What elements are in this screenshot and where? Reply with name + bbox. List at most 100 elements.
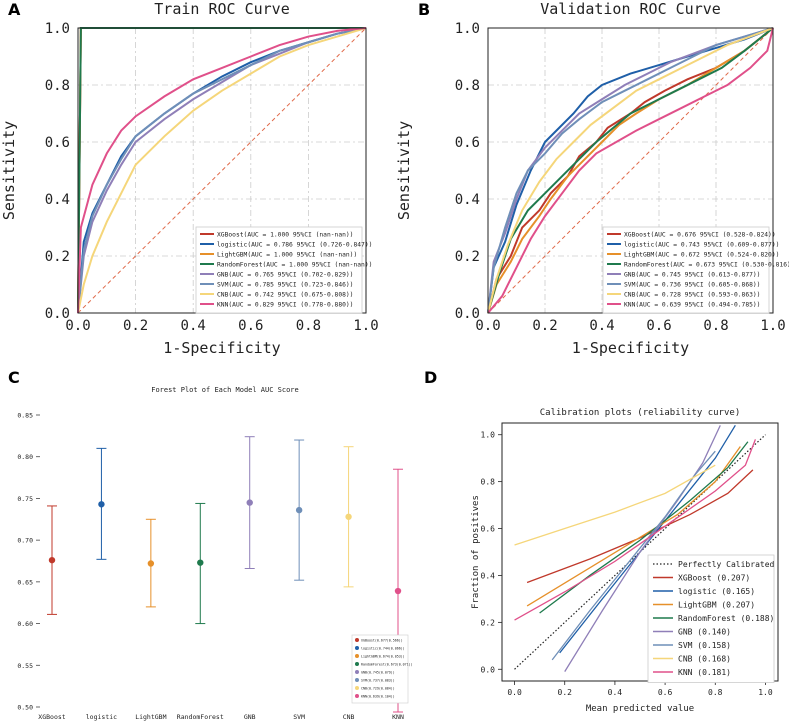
- legend-swatch: [355, 670, 359, 674]
- legend-label: RandomForest(AUC = 0.673 95%CI (0.530-0.…: [624, 262, 789, 269]
- x-tick-label: 0.2: [558, 688, 573, 697]
- auc-point-gnb: [246, 499, 253, 506]
- x-tick-label: 0.8: [703, 318, 728, 334]
- x-tick-label: 0.2: [123, 318, 148, 334]
- legend-label: KNN(0.639(0.104)): [361, 695, 395, 699]
- calibration-chart: Calibration plots (reliability curve) 0.0…: [471, 408, 779, 714]
- x-tick-label: 1.0: [353, 318, 378, 334]
- chart-title: Calibration plots (reliability curve): [540, 408, 740, 418]
- y-tick-label: 0.0: [455, 306, 480, 322]
- legend-label: SVM (0.158): [678, 641, 731, 650]
- y-tick-label: 0.80: [17, 453, 33, 461]
- x-tick-label: 0.4: [608, 688, 623, 697]
- legend-label: LightGBM(AUC = 1.000 95%CI (nan-nan)): [217, 252, 357, 259]
- x-tick-label: LightGBM: [135, 713, 166, 721]
- legend-label: LightGBM(AUC = 0.672 95%CI (0.524-0.820)…: [624, 252, 779, 259]
- y-tick-label: 0.8: [45, 78, 70, 94]
- y-axis-label: Sensitivity: [395, 121, 413, 220]
- y-axis-label: Fraction of positives: [471, 495, 481, 609]
- x-axis-label: Mean predicted value: [586, 704, 694, 714]
- y-tick-label: 1.0: [481, 431, 496, 440]
- x-tick-label: 0.8: [296, 318, 321, 334]
- x-tick-label: 1.0: [760, 318, 785, 334]
- x-tick-label: 0.4: [181, 318, 206, 334]
- auc-point-svm: [295, 506, 303, 514]
- legend-label: logistic(AUC = 0.786 95%CI (0.726-0.847)…: [217, 242, 372, 249]
- x-tick-label: 0.4: [589, 318, 614, 334]
- x-tick-label: KNN: [392, 713, 404, 721]
- x-tick-label: 0.6: [238, 318, 263, 334]
- roc-line-knn: [487, 27, 774, 314]
- legend-label: KNN(AUC = 0.639 95%CI (0.494-0.785)): [624, 302, 760, 309]
- legend-label: KNN (0.181): [678, 668, 731, 677]
- legend-label: CNB (0.168): [678, 655, 731, 664]
- y-tick-label: 0.0: [481, 665, 496, 674]
- y-tick-label: 0.4: [455, 192, 480, 208]
- train-roc-chart: Train ROC Curve 0.00.0 0.2 0.2 0.4 0.4 0.6 0.6 0…: [0, 0, 379, 357]
- calibration-line-logistic: [559, 425, 736, 654]
- x-tick-label: CNB: [343, 713, 355, 721]
- x-tick-label: SVM: [293, 713, 305, 721]
- y-tick-label: 0.6: [45, 135, 70, 151]
- y-tick-label: 0.85: [17, 412, 33, 420]
- roc-line-cnb: [77, 27, 367, 314]
- legend-label: logistic (0.165): [678, 587, 755, 596]
- chart-title: Train ROC Curve: [154, 0, 289, 18]
- legend-label: LightGBM(0.674(0.053)): [361, 655, 405, 659]
- legend-label: XGBoost(0.677(0.566)): [361, 639, 403, 643]
- legend-label: SVM(AUC = 0.785 95%CI (0.723-0.846)): [217, 282, 353, 289]
- legend-label: Perfectly Calibrated: [678, 560, 775, 569]
- legend-label: GNB(0.745(0.079)): [361, 671, 395, 675]
- legend-label: CNB(AUC = 0.728 95%CI (0.593-0.863)): [624, 292, 760, 299]
- y-tick-label: 0.6: [481, 525, 496, 534]
- y-tick-label: 0.2: [481, 618, 496, 627]
- y-tick-label: 0.8: [481, 478, 496, 487]
- legend-box: [351, 634, 409, 704]
- y-tick-label: 0.4: [481, 571, 496, 580]
- x-tick-label: 0.0: [507, 688, 522, 697]
- legend-swatch: [355, 654, 359, 658]
- x-tick-label: 1.0: [758, 688, 773, 697]
- roc-line-svm: [77, 27, 367, 314]
- y-tick-label: 0.4: [45, 192, 70, 208]
- x-tick-label: 0.0: [65, 318, 90, 334]
- chance-diagonal: [77, 27, 367, 314]
- panel-letter-c: C: [8, 368, 20, 387]
- roc-line-svm: [487, 27, 774, 314]
- legend-swatch: [355, 686, 359, 690]
- x-tick-label: logistic: [86, 713, 117, 721]
- legend-label: SVM(AUC = 0.736 95%CI (0.605-0.868)): [624, 282, 760, 289]
- legend-label: CNB(0.729(0.084)): [361, 687, 395, 691]
- calibration-lines: [514, 425, 766, 672]
- legend-box: [195, 226, 363, 314]
- y-tick-label: 0.8: [455, 78, 480, 94]
- x-tick-label: 0.6: [646, 318, 671, 334]
- chart-title: Forest Plot of Each Model AUC Score: [151, 386, 299, 394]
- legend-swatch: [355, 694, 359, 698]
- legend-label: XGBoost(AUC = 1.000 95%CI (nan-nan)): [217, 232, 353, 239]
- legend-label: SVM(0.737(0.083)): [361, 679, 395, 683]
- panel-letter-d: D: [424, 368, 438, 387]
- y-tick-label: 1.0: [455, 21, 480, 37]
- legend-label: RandomForest (0.188): [678, 614, 774, 623]
- calibration-line-svm: [551, 450, 716, 661]
- y-tick-label: 0.75: [17, 495, 33, 503]
- y-tick-label: 0.65: [17, 578, 33, 586]
- calibration-line-gnb: [564, 425, 721, 672]
- plot-frame: [501, 422, 779, 682]
- legend-label: LightGBM (0.207): [678, 601, 755, 610]
- roc-line-cnb: [487, 27, 774, 314]
- legend-box: [602, 226, 770, 314]
- forest-plot-chart: Forest Plot of Each Model AUC Score 0.50 0…: [17, 386, 412, 721]
- chart-title: Validation ROC Curve: [540, 0, 721, 18]
- auc-point-xgboost: [48, 556, 56, 564]
- legend-swatch: [355, 638, 359, 642]
- x-tick-label: XGBoost: [38, 713, 65, 721]
- y-tick-label: 0.60: [17, 620, 33, 628]
- x-tick-label: GNB: [244, 713, 256, 721]
- roc-line-knn: [77, 27, 367, 314]
- legend-label: GNB(AUC = 0.745 95%CI (0.613-0.877)): [624, 272, 760, 279]
- auc-point-randomforest: [197, 559, 204, 566]
- legend-label: GNB(AUC = 0.765 95%CI (0.702-0.829)): [217, 272, 353, 279]
- legend-label: CNB(AUC = 0.742 95%CI (0.675-0.808)): [217, 292, 353, 299]
